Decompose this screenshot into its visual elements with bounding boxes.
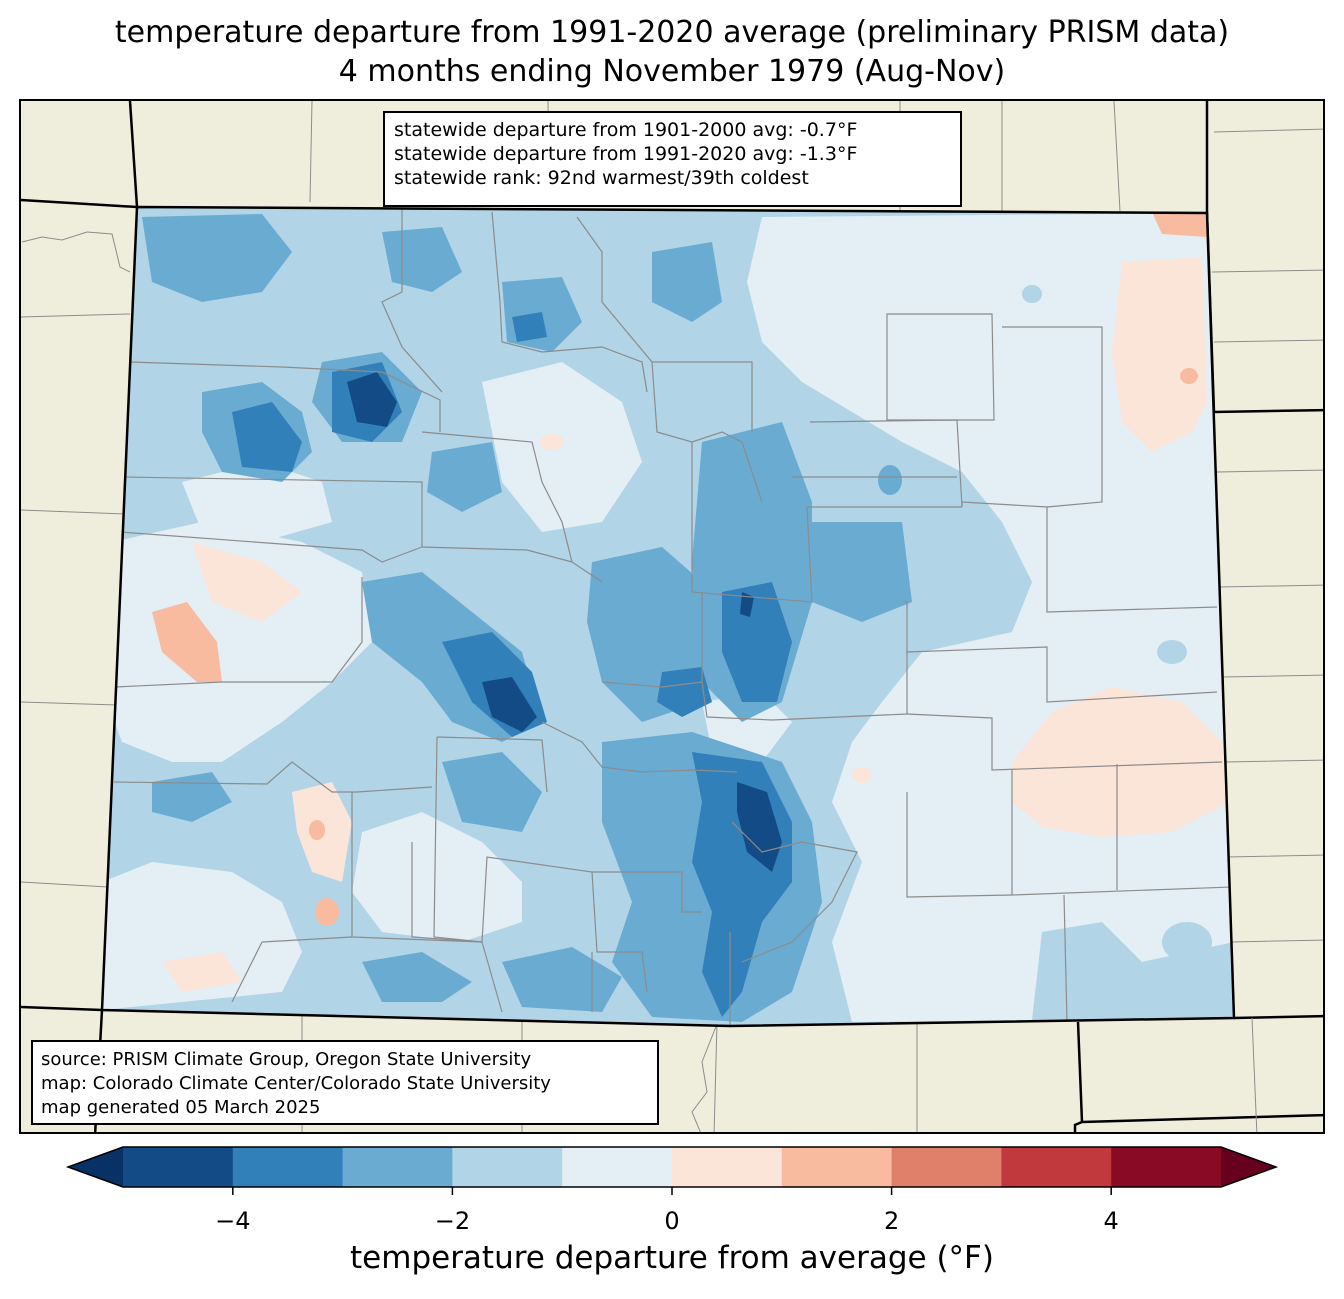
colorbar-bin (123, 1147, 234, 1187)
colorbar-bin (232, 1147, 344, 1187)
colorbar-over-arrow (1221, 1147, 1276, 1187)
source-line: source: PRISM Climate Group, Oregon Stat… (41, 1049, 532, 1070)
colorbar-bins (123, 1147, 1222, 1187)
colorbar-tick-label: 4 (1104, 1207, 1119, 1235)
colorbar-bin (891, 1147, 1002, 1187)
colorbar-bin (562, 1147, 673, 1187)
colorbar-tick-label: −2 (435, 1207, 470, 1235)
colorbar-bin (672, 1147, 783, 1187)
map-title-line-2: 4 months ending November 1979 (Aug-Nov) (338, 54, 1006, 89)
colorbar-bin (1001, 1147, 1112, 1187)
colorbar-bin (342, 1147, 453, 1187)
statewide-stats-box: statewide departure from 1901-2000 avg: … (383, 111, 962, 207)
stats-departure-1901-2000: statewide departure from 1901-2000 avg: … (394, 119, 858, 141)
colorbar-bin (1111, 1147, 1222, 1187)
generated-date-line: map generated 05 March 2025 (41, 1097, 321, 1118)
source-box: source: PRISM Climate Group, Oregon Stat… (31, 1040, 659, 1125)
colorbar: −4 −2 0 2 4 (65, 1146, 1279, 1235)
stats-departure-1991-2020: statewide departure from 1991-2020 avg: … (394, 143, 858, 165)
colorbar-label: temperature departure from average (°F) (350, 1240, 994, 1276)
colorbar-tick-label: 0 (664, 1207, 679, 1235)
temperature-departure-field (102, 207, 1234, 1026)
colorado-county-lines (113, 207, 1233, 1026)
colorbar-tick-label: −4 (215, 1207, 250, 1235)
map-credit-line: map: Colorado Climate Center/Colorado St… (41, 1073, 551, 1094)
colorbar-outline (65, 1146, 1279, 1188)
colorbar-ticks: −4 −2 0 2 4 (215, 1187, 1119, 1235)
colorado-state-border (100, 205, 1236, 1028)
colorbar-bin (781, 1147, 893, 1187)
map-title-line-1: temperature departure from 1991-2020 ave… (114, 15, 1230, 50)
map-panel (19, 99, 1325, 1134)
colorado-temperature-map (21, 101, 1323, 1132)
colorbar-bin (452, 1147, 563, 1187)
stats-rank: statewide rank: 92nd warmest/39th coldes… (394, 167, 809, 189)
colorbar-tick-label: 2 (884, 1207, 899, 1235)
colorbar-under-arrow (68, 1147, 123, 1187)
